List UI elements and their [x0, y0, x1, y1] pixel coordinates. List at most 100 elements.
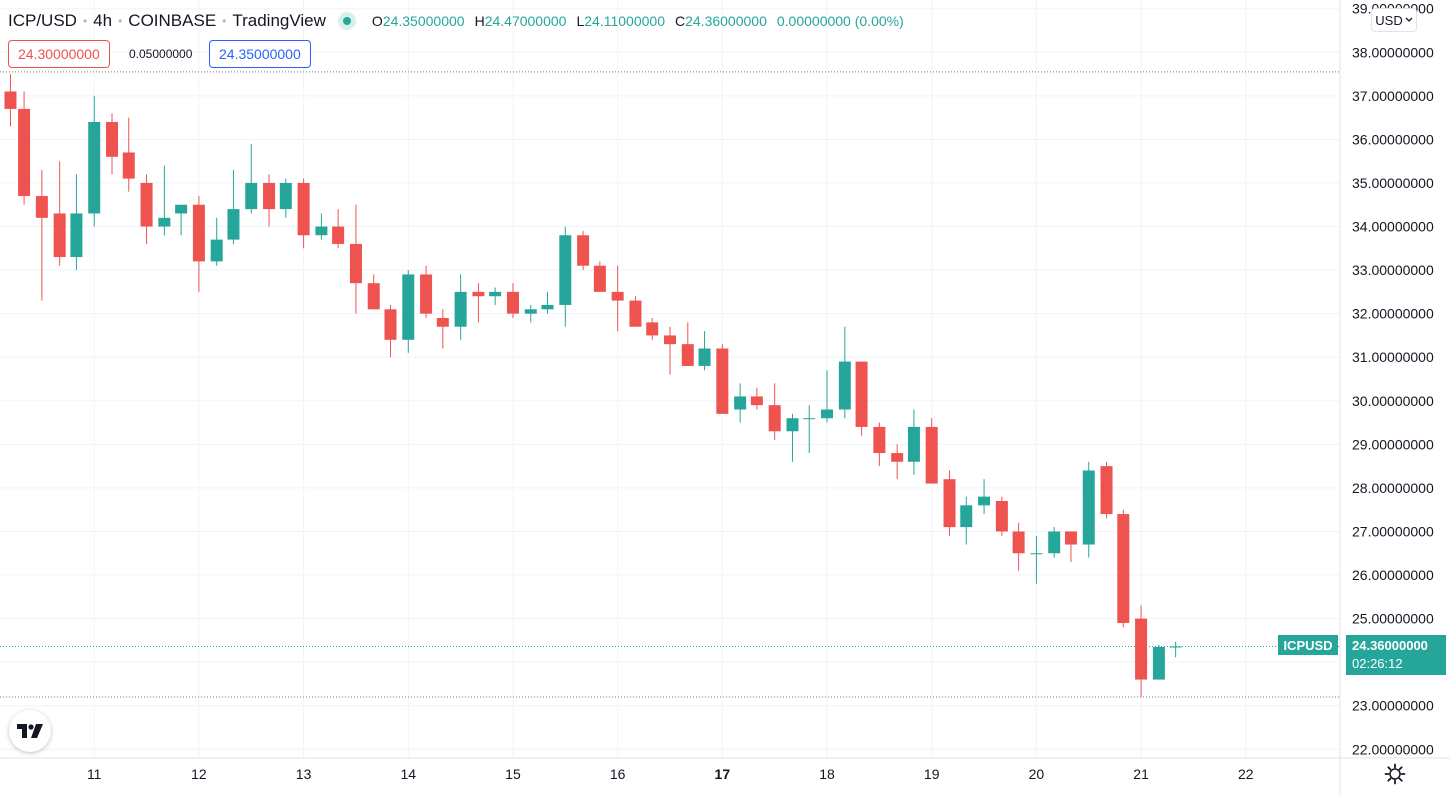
- gear-icon[interactable]: [1384, 763, 1406, 785]
- candle[interactable]: [611, 265, 624, 332]
- candle[interactable]: [367, 274, 380, 310]
- candle[interactable]: [402, 270, 415, 353]
- candle[interactable]: [420, 265, 433, 319]
- candle[interactable]: [821, 370, 834, 423]
- candle-body: [716, 348, 729, 414]
- price-tick-label: 31.00000000: [1352, 349, 1434, 365]
- candle[interactable]: [263, 174, 276, 227]
- candle[interactable]: [472, 283, 485, 323]
- candle[interactable]: [70, 174, 83, 271]
- candle[interactable]: [716, 344, 729, 414]
- candle[interactable]: [88, 95, 101, 227]
- candle[interactable]: [803, 405, 816, 454]
- candle[interactable]: [4, 74, 17, 127]
- candle[interactable]: [349, 204, 362, 314]
- time-axis[interactable]: 11 12 13 14 15 16 17 18 19 20 21 22: [87, 766, 1254, 782]
- candle[interactable]: [891, 444, 904, 480]
- symbol-label[interactable]: ICP/USD: [8, 11, 77, 30]
- candle[interactable]: [297, 178, 310, 249]
- candle[interactable]: [227, 169, 240, 244]
- candle[interactable]: [210, 217, 223, 266]
- candle[interactable]: [122, 117, 135, 192]
- currency-label: USD: [1375, 12, 1403, 28]
- candle[interactable]: [53, 161, 66, 266]
- candle-body: [907, 426, 920, 462]
- candle[interactable]: [384, 304, 397, 358]
- currency-button[interactable]: USD: [1371, 8, 1417, 32]
- candle[interactable]: [1135, 605, 1148, 698]
- candle[interactable]: [698, 331, 711, 371]
- candle[interactable]: [1117, 509, 1130, 628]
- candle[interactable]: [646, 318, 659, 340]
- time-tick-label: 11: [87, 766, 102, 782]
- sell-button[interactable]: 24.30000000: [8, 40, 110, 68]
- candle[interactable]: [925, 418, 938, 484]
- low-label: L: [576, 13, 585, 29]
- candle[interactable]: [873, 422, 886, 467]
- candle[interactable]: [577, 230, 590, 271]
- price-tick-label: 22.00000000: [1352, 741, 1434, 757]
- candle[interactable]: [315, 213, 328, 240]
- candles[interactable]: [4, 74, 1182, 698]
- candle[interactable]: [454, 274, 467, 340]
- open-label: O: [371, 13, 383, 29]
- price-tick-label: 27.00000000: [1352, 523, 1434, 539]
- candle[interactable]: [768, 383, 781, 440]
- candle[interactable]: [524, 304, 537, 323]
- price-tick-label: 33.00000000: [1352, 262, 1434, 278]
- candle[interactable]: [786, 413, 799, 462]
- candle[interactable]: [664, 326, 676, 375]
- candle[interactable]: [750, 387, 763, 410]
- candle-body: [158, 217, 171, 227]
- candle-body: [734, 396, 747, 410]
- candle[interactable]: [436, 309, 449, 349]
- candle[interactable]: [943, 470, 956, 536]
- candle[interactable]: [35, 169, 48, 301]
- candle[interactable]: [245, 143, 258, 214]
- candle[interactable]: [995, 496, 1008, 536]
- candle[interactable]: [106, 113, 119, 175]
- candle[interactable]: [332, 209, 345, 249]
- candle[interactable]: [1048, 527, 1061, 558]
- candle[interactable]: [593, 261, 606, 292]
- time-tick-label: 21: [1133, 766, 1149, 782]
- candle-body: [541, 304, 554, 310]
- time-tick-label: 20: [1029, 766, 1045, 782]
- candle[interactable]: [1012, 522, 1025, 571]
- candle[interactable]: [960, 496, 973, 545]
- candle[interactable]: [506, 283, 519, 319]
- candle[interactable]: [838, 326, 851, 419]
- candle[interactable]: [907, 409, 920, 475]
- open-value: 24.35000000: [382, 13, 465, 29]
- candle[interactable]: [489, 287, 502, 305]
- candle[interactable]: [1082, 461, 1095, 558]
- candle[interactable]: [978, 479, 991, 515]
- candle[interactable]: [192, 196, 205, 292]
- candle[interactable]: [1030, 535, 1043, 584]
- candle[interactable]: [1152, 644, 1165, 680]
- separator: •: [82, 14, 88, 28]
- candle[interactable]: [140, 174, 153, 244]
- separator: •: [118, 14, 123, 28]
- candle[interactable]: [855, 361, 868, 436]
- candle[interactable]: [1169, 641, 1182, 658]
- candle[interactable]: [279, 178, 292, 218]
- tradingview-logo-icon[interactable]: [9, 710, 51, 752]
- buy-button[interactable]: 24.35000000: [209, 40, 311, 68]
- candle[interactable]: [1064, 531, 1077, 562]
- candle[interactable]: [18, 91, 31, 205]
- candle-body: [925, 426, 938, 484]
- candle[interactable]: [158, 165, 171, 236]
- candle[interactable]: [1100, 461, 1113, 519]
- candle[interactable]: [629, 296, 642, 327]
- candle[interactable]: [681, 322, 694, 366]
- candle-body: [70, 213, 83, 258]
- candle[interactable]: [541, 291, 554, 314]
- candle[interactable]: [559, 226, 572, 327]
- interval-label[interactable]: 4h: [93, 11, 113, 30]
- candle[interactable]: [734, 383, 747, 423]
- candle-body: [122, 152, 135, 179]
- candle[interactable]: [175, 204, 188, 236]
